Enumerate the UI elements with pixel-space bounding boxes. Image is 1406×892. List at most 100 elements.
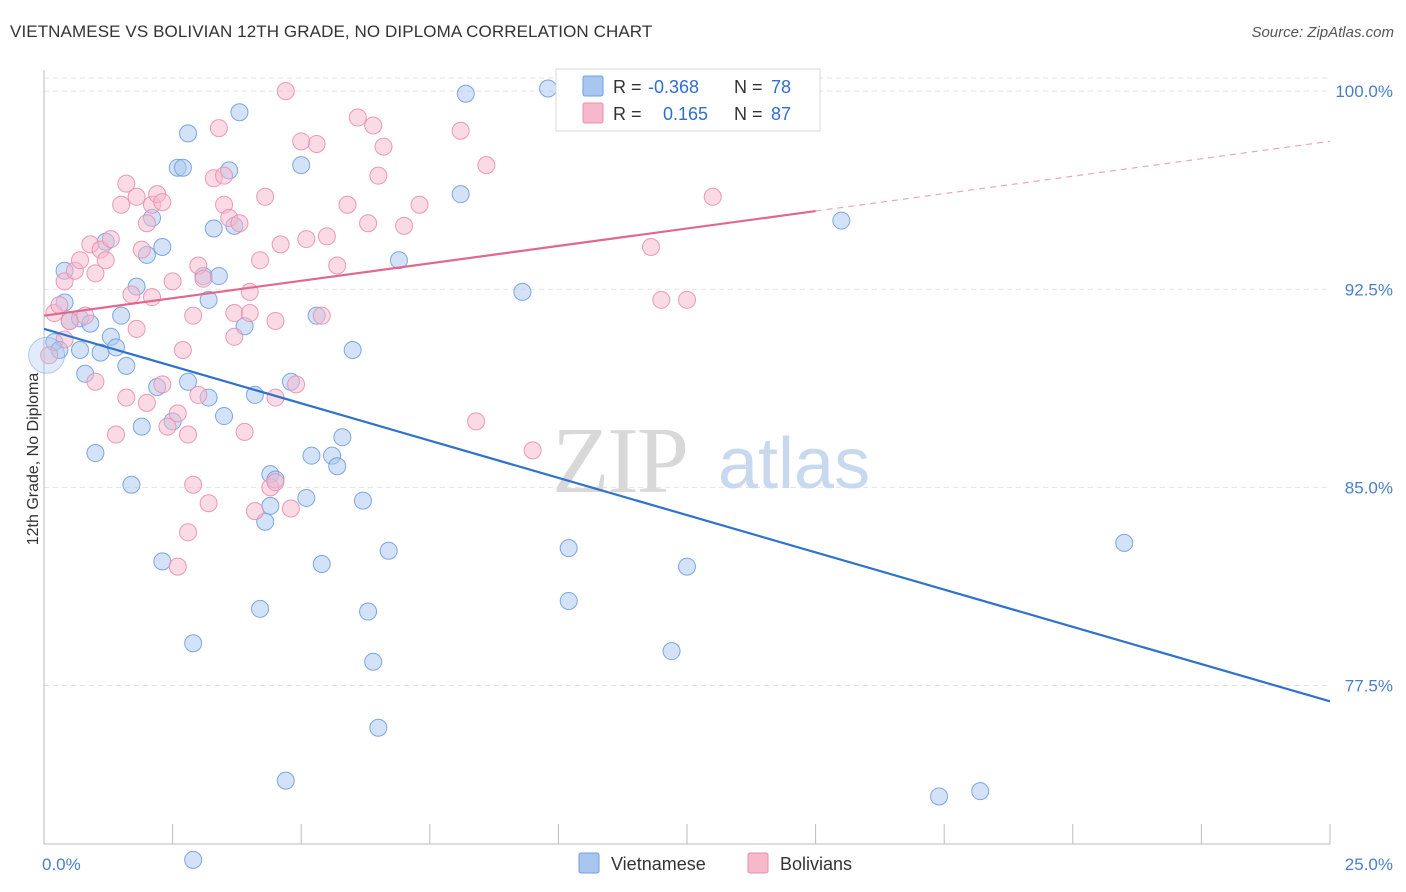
series-legend: Vietnamese Bolivians — [578, 852, 852, 874]
point-bolivians — [107, 425, 126, 444]
stats-r-label-vietnamese: R = — [613, 77, 642, 97]
point-vietnamese — [343, 341, 362, 360]
point-bolivians — [281, 499, 300, 518]
trend-line-bolivians — [43, 209, 816, 317]
point-vietnamese — [353, 491, 372, 510]
watermark-atlas: atlas — [718, 424, 870, 504]
point-vietnamese — [173, 158, 192, 177]
point-vietnamese — [132, 417, 151, 436]
point-bolivians — [410, 195, 429, 214]
point-bolivians — [374, 137, 393, 156]
point-bolivians — [364, 116, 383, 135]
point-bolivians — [189, 385, 208, 404]
point-bolivians — [369, 166, 388, 185]
point-vietnamese — [559, 539, 578, 558]
point-vietnamese — [215, 407, 234, 426]
legend-swatch-vietnamese — [578, 852, 600, 874]
stats-r-label-bolivians: R = — [613, 104, 642, 124]
point-vietnamese — [179, 124, 198, 143]
point-vietnamese — [662, 642, 681, 661]
point-bolivians — [40, 346, 59, 365]
point-bolivians — [256, 187, 275, 206]
point-bolivians — [451, 121, 470, 140]
stats-r-bolivians: 0.165 — [663, 104, 708, 124]
point-vietnamese — [379, 541, 398, 560]
point-vietnamese — [209, 267, 228, 286]
point-vietnamese — [333, 428, 352, 447]
y-tick-label: 85.0% — [1345, 478, 1393, 497]
point-vietnamese — [451, 185, 470, 204]
point-vietnamese — [276, 771, 295, 790]
y-tick-labels: 77.5% 85.0% 92.5% 100.0% — [1335, 82, 1393, 695]
point-bolivians — [158, 417, 177, 436]
point-vietnamese — [832, 211, 851, 230]
point-vietnamese — [328, 457, 347, 476]
point-bolivians — [652, 290, 671, 309]
stats-n-label-bolivians: N = — [734, 104, 763, 124]
point-vietnamese — [122, 475, 141, 494]
point-vietnamese — [369, 718, 388, 737]
point-vietnamese — [86, 444, 105, 463]
point-vietnamese — [251, 599, 270, 618]
point-bolivians — [184, 306, 203, 325]
data-points — [28, 79, 1134, 869]
watermark: ZIP atlas — [552, 409, 870, 513]
point-vietnamese — [179, 372, 198, 391]
point-bolivians — [271, 235, 290, 254]
point-bolivians — [477, 156, 496, 175]
point-bolivians — [348, 108, 367, 127]
point-vietnamese — [389, 251, 408, 270]
point-vietnamese — [359, 602, 378, 621]
point-bolivians — [225, 327, 244, 346]
point-vietnamese — [513, 282, 532, 301]
point-vietnamese — [204, 219, 223, 238]
point-bolivians — [132, 240, 151, 259]
stats-n-vietnamese: 78 — [771, 77, 791, 97]
stats-swatch-bolivians — [582, 102, 604, 124]
point-bolivians — [209, 119, 228, 138]
y-tick-label: 100.0% — [1335, 82, 1393, 101]
point-bolivians — [194, 269, 213, 288]
point-bolivians — [703, 187, 722, 206]
point-vietnamese — [930, 787, 949, 806]
point-vietnamese — [539, 79, 558, 98]
point-bolivians — [71, 251, 90, 270]
point-vietnamese — [184, 850, 203, 869]
point-bolivians — [225, 304, 244, 323]
point-vietnamese — [71, 341, 90, 360]
point-bolivians — [230, 214, 249, 233]
point-bolivians — [641, 237, 660, 256]
point-vietnamese — [261, 496, 280, 515]
point-bolivians — [153, 375, 172, 394]
y-axis-label: 12th Grade, No Diploma — [25, 373, 42, 546]
point-vietnamese — [971, 782, 990, 801]
point-vietnamese — [297, 488, 316, 507]
point-vietnamese — [302, 446, 321, 465]
point-bolivians — [240, 304, 259, 323]
point-bolivians — [251, 251, 270, 270]
point-vietnamese — [199, 290, 218, 309]
legend-swatch-bolivians — [747, 852, 769, 874]
point-bolivians — [101, 230, 120, 249]
chart-title: VIETNAMESE VS BOLIVIAN 12TH GRADE, NO DI… — [10, 22, 653, 41]
point-bolivians — [395, 216, 414, 235]
point-bolivians — [173, 341, 192, 360]
axes — [43, 70, 1331, 845]
point-bolivians — [168, 404, 187, 423]
stats-n-bolivians: 87 — [771, 104, 791, 124]
point-vietnamese — [117, 356, 136, 375]
point-vietnamese — [456, 84, 475, 103]
chart-source: Source: ZipAtlas.com — [1251, 24, 1394, 41]
point-bolivians — [137, 214, 156, 233]
stats-n-label-vietnamese: N = — [734, 77, 763, 97]
point-bolivians — [307, 134, 326, 153]
point-vietnamese — [559, 591, 578, 610]
point-bolivians — [199, 494, 218, 513]
watermark-zip: ZIP — [552, 409, 687, 513]
x-tick-label-max: 25.0% — [1345, 855, 1393, 874]
point-vietnamese — [230, 103, 249, 122]
legend-label-bolivians: Bolivians — [780, 854, 852, 874]
point-bolivians — [312, 306, 331, 325]
point-bolivians — [153, 193, 172, 212]
